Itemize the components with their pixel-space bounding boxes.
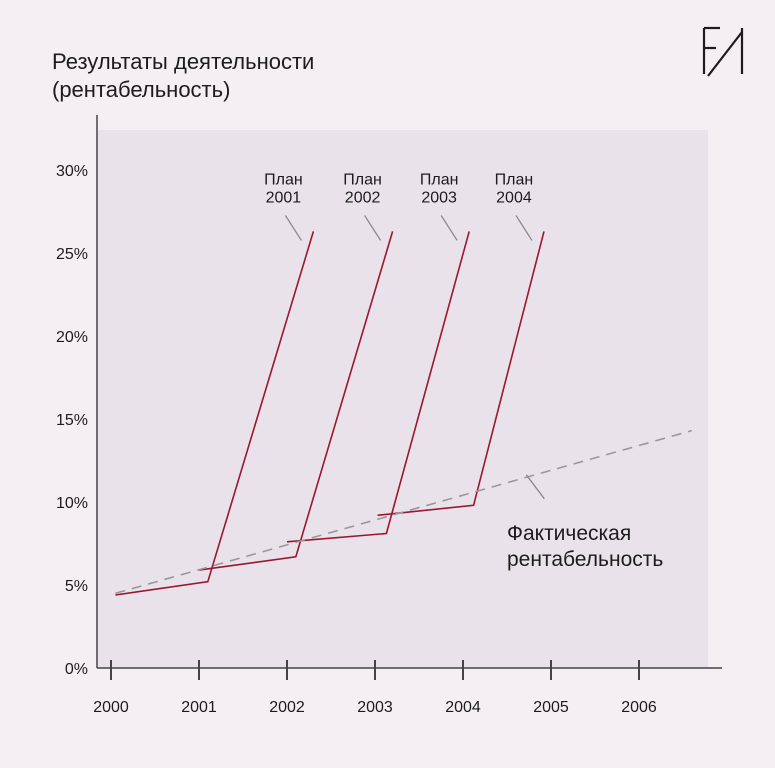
series-labels: План2001План2002План2003План2004Фактичес… xyxy=(264,171,663,571)
series-layer xyxy=(115,231,693,596)
actual-series-line xyxy=(115,429,693,595)
plan-label-line-2: 2004 xyxy=(496,189,532,206)
plan-label-leader xyxy=(284,215,302,241)
x-tick-label: 2005 xyxy=(533,699,569,716)
plan-label-line-1: План xyxy=(343,171,382,188)
plan-label-leader xyxy=(440,215,458,241)
y-tick-label: 25% xyxy=(56,246,88,263)
logo-monogram-icon xyxy=(702,26,744,77)
plan-label-leader xyxy=(364,215,382,241)
plan-series-line-2 xyxy=(198,231,394,571)
actual-label-line-1: Фактическая xyxy=(507,522,631,545)
plot-area xyxy=(97,130,708,668)
x-tick-label: 2002 xyxy=(269,699,305,716)
y-tick-label: 10% xyxy=(56,495,88,512)
chart-title-line-2: (рентабельность) xyxy=(52,77,231,102)
x-tick-label: 2000 xyxy=(93,699,129,716)
plan-label-line-1: План xyxy=(264,171,303,188)
x-tick-label: 2003 xyxy=(357,699,393,716)
y-tick-label: 30% xyxy=(56,163,88,180)
x-tick-label: 2004 xyxy=(445,699,481,716)
plan-series-line-1 xyxy=(115,231,315,596)
plan-label-leader xyxy=(515,215,533,241)
plan-label-line-1: План xyxy=(420,171,459,188)
chart-title-line-1: Результаты деятельности xyxy=(52,49,315,74)
y-tick-labels: 0% 5% 10% 15% 20% 25% 30% xyxy=(56,163,88,678)
actual-label-leader xyxy=(525,474,545,500)
plan-label-line-1: План xyxy=(495,171,534,188)
y-tick-label: 20% xyxy=(56,329,88,346)
plan-series-line-4 xyxy=(377,231,545,517)
chart-title: Результаты деятельности (рентабельность) xyxy=(52,48,314,104)
plan-label-line-2: 2001 xyxy=(266,189,302,206)
x-tick-label: 2006 xyxy=(621,699,657,716)
actual-label-line-2: рентабельность xyxy=(507,548,663,571)
x-ticks: 2000 2001 2002 2003 2004 2005 2006 xyxy=(93,660,657,716)
y-tick-label: 5% xyxy=(65,578,88,595)
y-tick-label: 0% xyxy=(65,661,88,678)
x-tick-label: 2001 xyxy=(181,699,217,716)
plan-label-line-2: 2003 xyxy=(421,189,457,206)
plan-label-line-2: 2002 xyxy=(345,189,381,206)
plan-series-line-3 xyxy=(286,231,470,543)
y-tick-label: 15% xyxy=(56,412,88,429)
